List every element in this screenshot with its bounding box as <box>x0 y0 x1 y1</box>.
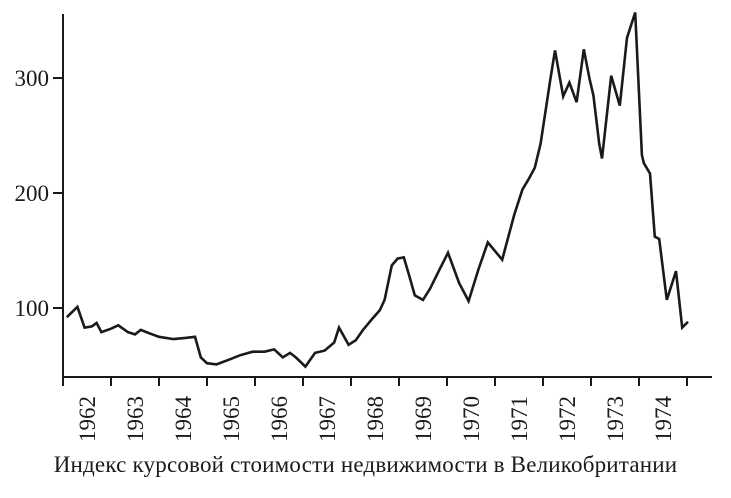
x-tick-label: 1965 <box>219 396 244 442</box>
x-axis-labels: 1962 1963 1964 1965 1966 1967 1968 1969 1970 1971… <box>75 396 676 443</box>
x-tick-label: 1970 <box>459 396 484 442</box>
x-tick-label: 1972 <box>555 396 580 442</box>
x-axis-ticks <box>62 377 688 386</box>
x-tick-label: 1966 <box>267 396 292 442</box>
chart-caption: Индекс курсовой стоимости недвижимости в… <box>53 452 678 477</box>
y-axis-ticks <box>53 77 63 309</box>
x-tick-label: 1974 <box>651 396 676 443</box>
x-tick-label: 1973 <box>603 396 628 442</box>
x-tick-label: 1971 <box>507 396 532 442</box>
x-tick-label: 1964 <box>171 396 196 443</box>
y-tick-label: 300 <box>15 66 50 91</box>
x-tick-label: 1968 <box>363 396 388 442</box>
x-tick-label: 1969 <box>411 396 436 442</box>
y-tick-label: 100 <box>15 296 50 321</box>
x-tick-label: 1963 <box>123 396 148 442</box>
y-axis-labels: 100 200 300 <box>15 66 50 321</box>
x-tick-label: 1967 <box>315 396 340 442</box>
y-tick-label: 200 <box>15 181 50 206</box>
axes <box>62 14 712 378</box>
index-series-line <box>65 12 689 369</box>
x-tick-label: 1962 <box>75 396 100 442</box>
